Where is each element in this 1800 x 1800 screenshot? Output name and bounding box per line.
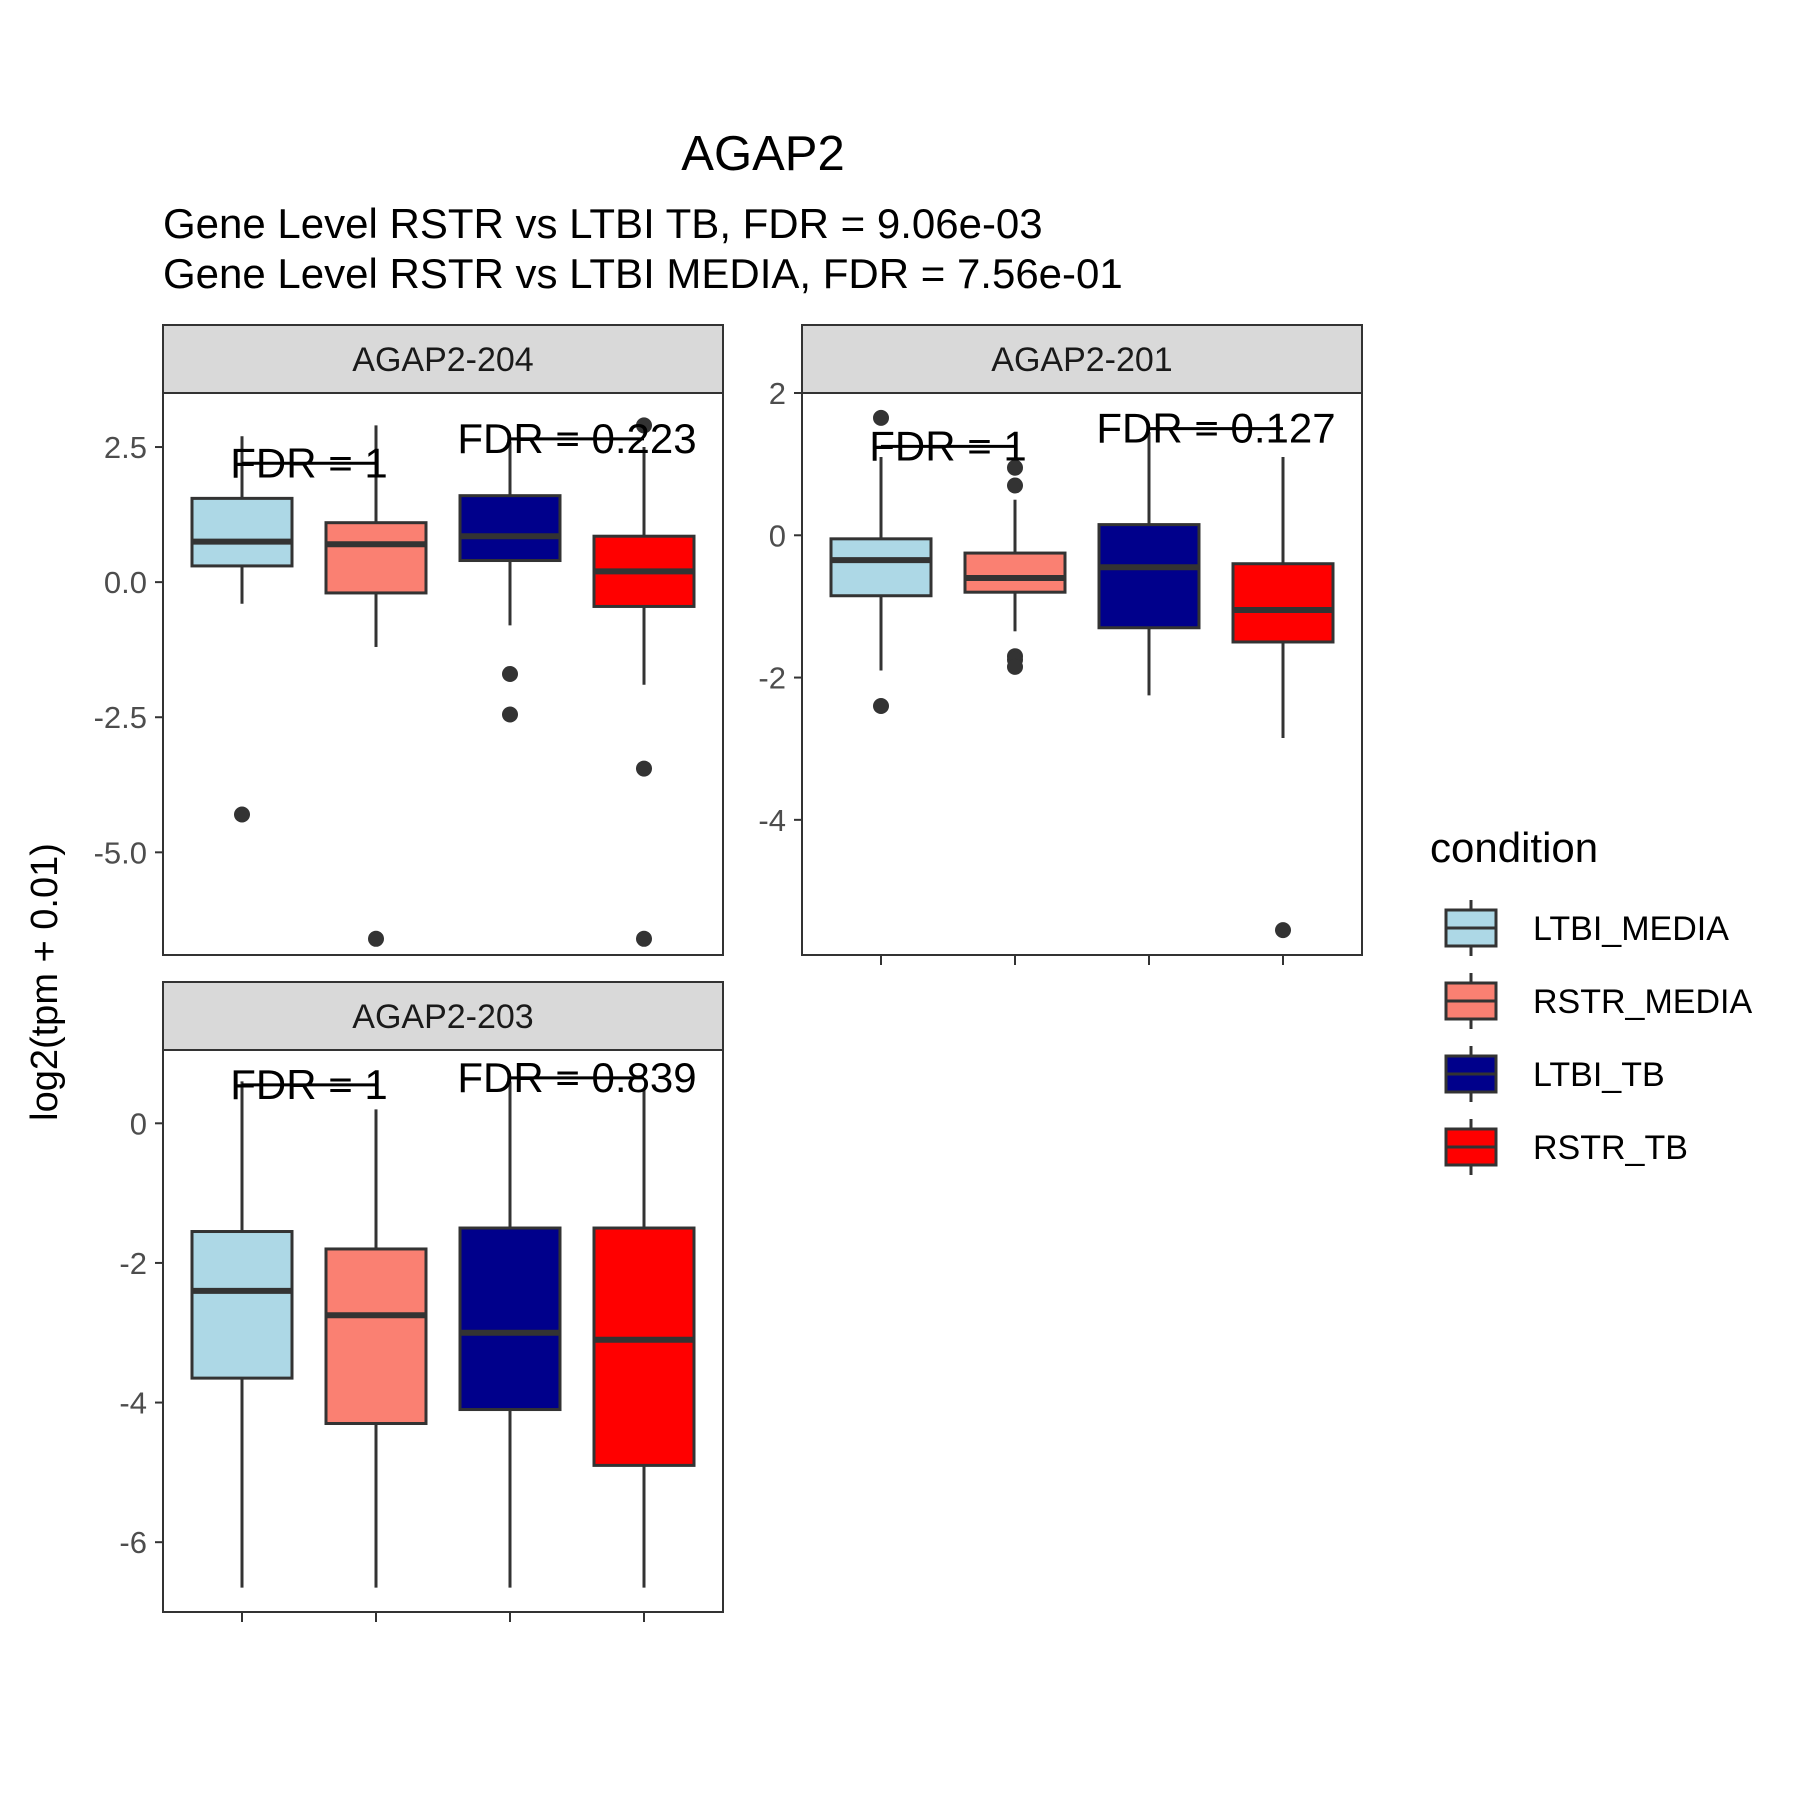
panel-border	[162, 392, 724, 956]
box-rstr-tb	[592, 417, 696, 947]
panel-border	[801, 392, 1363, 956]
legend-item: LTBI_MEDIA	[1444, 900, 1729, 956]
legend-item: RSTR_MEDIA	[1444, 973, 1752, 1029]
outlier-point	[873, 409, 889, 426]
box-rstr-media	[324, 425, 428, 947]
facet-panel: AGAP2-204 2.5 0.0 -2.5 -5.0 FDR = 1 FDR = 0.22…	[94, 324, 724, 956]
box-body	[324, 521, 428, 595]
y-axis-label: log2(tpm + 0.01)	[24, 843, 66, 1121]
outlier-point	[1275, 922, 1291, 939]
legend-label: LTBI_MEDIA	[1533, 910, 1729, 948]
fdr-annotation: FDR = 1	[869, 422, 1027, 469]
y-tick-label: -2	[119, 1246, 147, 1281]
fdr-annotation: FDR = 0.839	[457, 1054, 696, 1101]
y-tick-label: -4	[119, 1386, 147, 1421]
chart-subtitle-line-1: Gene Level RSTR vs LTBI TB, FDR = 9.06e-…	[163, 200, 1043, 247]
y-tick-label: -4	[758, 803, 786, 838]
box-body	[829, 537, 933, 598]
legend-label: RSTR_MEDIA	[1533, 983, 1752, 1021]
outlier-point	[636, 417, 652, 434]
outlier-point	[1007, 459, 1023, 476]
outlier-point	[1007, 658, 1023, 675]
legend-label: LTBI_TB	[1533, 1056, 1665, 1094]
y-tick-label: -5.0	[94, 835, 147, 870]
y-tick-label: 2.5	[104, 430, 147, 465]
chart-subtitle-line-2: Gene Level RSTR vs LTBI MEDIA, FDR = 7.5…	[163, 250, 1123, 297]
outlier-point	[502, 706, 518, 723]
legend: condition LTBI_MEDIA RSTR_MEDIA LTBI_TB RST…	[1430, 824, 1752, 1175]
y-tick-label: -2.5	[94, 700, 147, 735]
box-rstr-tb	[1231, 457, 1335, 939]
box-rstr-media	[963, 459, 1067, 675]
box-body	[190, 496, 294, 568]
box-rstr-media	[324, 1109, 428, 1588]
y-tick-label: 0	[769, 518, 786, 553]
y-tick-label: -6	[119, 1525, 147, 1560]
outlier-point	[873, 698, 889, 715]
facet-strip	[162, 981, 724, 1051]
box-body	[458, 1226, 562, 1412]
facet-strip	[801, 324, 1363, 394]
y-tick-label: 2	[769, 376, 786, 411]
legend-item: RSTR_TB	[1444, 1119, 1688, 1175]
box-ltbi-media	[190, 436, 294, 823]
facet-panel: AGAP2-203 0 -2 -4 -6 FDR = 1 FDR = 0.839	[119, 981, 724, 1622]
fdr-annotation: FDR = 1	[230, 1061, 388, 1108]
legend-keys: LTBI_MEDIA RSTR_MEDIA LTBI_TB RSTR_TB	[1444, 900, 1752, 1175]
outlier-point	[1007, 477, 1023, 494]
box-rstr-tb	[592, 1088, 696, 1588]
box-body	[190, 1230, 294, 1380]
facet-strip	[162, 324, 724, 394]
box-ltbi-tb	[1097, 432, 1201, 696]
facet-panel: AGAP2-201 2 0 -2 -4 FDR = 1 FDR = 0.127	[758, 324, 1363, 965]
box-body	[1097, 523, 1201, 630]
outlier-point	[636, 930, 652, 947]
box-ltbi-media	[190, 1081, 294, 1588]
box-body	[324, 1247, 428, 1426]
facet-strip-label: AGAP2-201	[991, 341, 1172, 379]
box-body	[458, 494, 562, 563]
box-ltbi-tb	[458, 1081, 562, 1588]
facet-panels: AGAP2-204 2.5 0.0 -2.5 -5.0 FDR = 1 FDR = 0.22…	[94, 324, 1363, 1622]
y-tick-label: 0	[130, 1106, 147, 1141]
y-tick-label: 0.0	[104, 565, 147, 600]
legend-label: RSTR_TB	[1533, 1129, 1688, 1167]
fdr-annotation: FDR = 0.223	[457, 415, 696, 462]
legend-title: condition	[1430, 824, 1598, 871]
outlier-point	[234, 806, 250, 823]
chart-title: AGAP2	[681, 127, 844, 181]
fdr-annotation: FDR = 0.127	[1096, 405, 1335, 452]
box-body	[592, 1226, 696, 1467]
box-ltbi-tb	[458, 441, 562, 723]
y-tick-label: -2	[758, 661, 786, 696]
outlier-point	[502, 666, 518, 682]
facet-strip-label: AGAP2-203	[352, 998, 533, 1036]
outlier-point	[636, 760, 652, 777]
outlier-point	[368, 930, 384, 947]
box-ltbi-media	[829, 409, 933, 715]
fdr-annotation: FDR = 1	[230, 439, 388, 486]
box-body	[1231, 562, 1335, 644]
legend-item: LTBI_TB	[1444, 1046, 1665, 1102]
box-body	[963, 551, 1067, 594]
facet-strip-label: AGAP2-204	[352, 341, 533, 379]
